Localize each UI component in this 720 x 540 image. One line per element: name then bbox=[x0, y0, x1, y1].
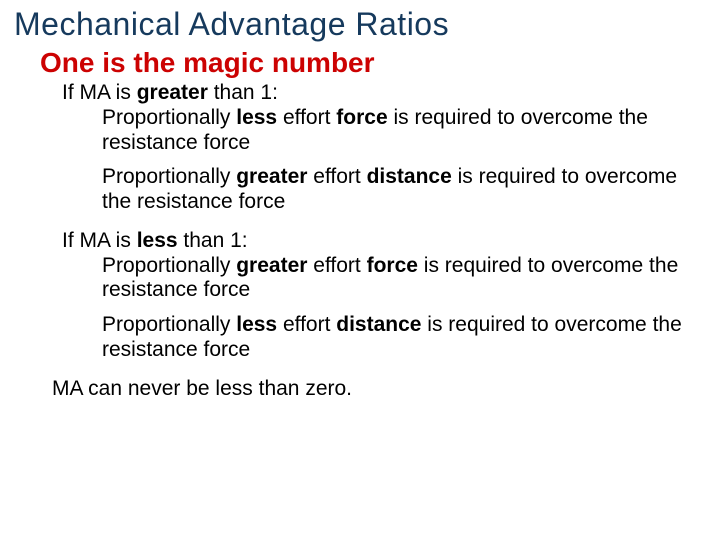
text: effort bbox=[277, 313, 336, 336]
text-bold: greater bbox=[236, 165, 307, 188]
text: effort bbox=[277, 106, 336, 129]
section-ma-greater-than-1: If MA is greater than 1: Proportionally … bbox=[62, 81, 706, 215]
text-bold: less bbox=[137, 229, 178, 252]
text-bold: force bbox=[336, 106, 387, 129]
text-bold: distance bbox=[336, 313, 421, 336]
text: effort bbox=[307, 165, 366, 188]
text-bold: less bbox=[236, 313, 277, 336]
text: Proportionally bbox=[102, 106, 236, 129]
final-statement: MA can never be less than zero. bbox=[52, 377, 706, 401]
text: Proportionally bbox=[102, 254, 236, 277]
heading-lt1: If MA is less than 1: bbox=[62, 229, 706, 254]
text: Proportionally bbox=[102, 165, 236, 188]
text: than 1: bbox=[208, 81, 278, 104]
gt1-force-line: Proportionally less effort force is requ… bbox=[62, 106, 706, 156]
spacer bbox=[62, 155, 706, 165]
text-bold: greater bbox=[236, 254, 307, 277]
spacer bbox=[62, 303, 706, 313]
page-title: Mechanical Advantage Ratios bbox=[14, 6, 706, 43]
text: If MA is bbox=[62, 81, 137, 104]
text-bold: force bbox=[367, 254, 418, 277]
text: If MA is bbox=[62, 229, 137, 252]
section-ma-less-than-1: If MA is less than 1: Proportionally gre… bbox=[62, 229, 706, 363]
gt1-distance-line: Proportionally greater effort distance i… bbox=[62, 165, 706, 215]
heading-gt1: If MA is greater than 1: bbox=[62, 81, 706, 106]
text: Proportionally bbox=[102, 313, 236, 336]
subtitle: One is the magic number bbox=[40, 47, 706, 79]
text-bold: greater bbox=[137, 81, 208, 104]
lt1-distance-line: Proportionally less effort distance is r… bbox=[62, 313, 706, 363]
text: effort bbox=[307, 254, 366, 277]
lt1-force-line: Proportionally greater effort force is r… bbox=[62, 254, 706, 304]
text-bold: distance bbox=[367, 165, 452, 188]
text-bold: less bbox=[236, 106, 277, 129]
text: than 1: bbox=[178, 229, 248, 252]
